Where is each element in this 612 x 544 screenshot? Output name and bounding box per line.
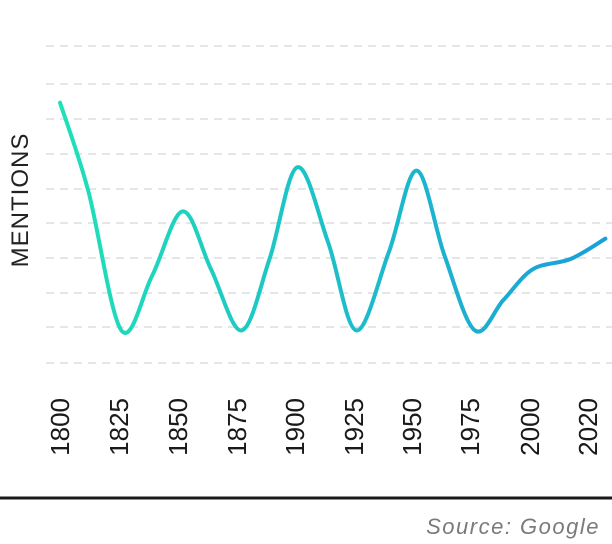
gridlines [46, 45, 612, 364]
x-tick-label: 1975 [455, 398, 485, 456]
x-tick-label: 1825 [104, 398, 134, 456]
x-tick-label: 2020 [573, 398, 603, 456]
x-tick-label: 1800 [45, 398, 75, 456]
x-tick-label: 1950 [397, 398, 427, 456]
x-tick-label: 1900 [280, 398, 310, 456]
series-line [58, 100, 608, 335]
x-tick-label: 2000 [515, 398, 545, 456]
x-tick-label: 1850 [163, 398, 193, 456]
x-tick-labels: 1800 1825 1850 1875 1900 1925 1950 1975 2000 2020 [45, 398, 603, 456]
y-axis-label: MENTIONS [7, 133, 34, 268]
source-note: Source: Google [426, 514, 600, 539]
x-tick-label: 1925 [339, 398, 369, 456]
x-tick-label: 1875 [222, 398, 252, 456]
